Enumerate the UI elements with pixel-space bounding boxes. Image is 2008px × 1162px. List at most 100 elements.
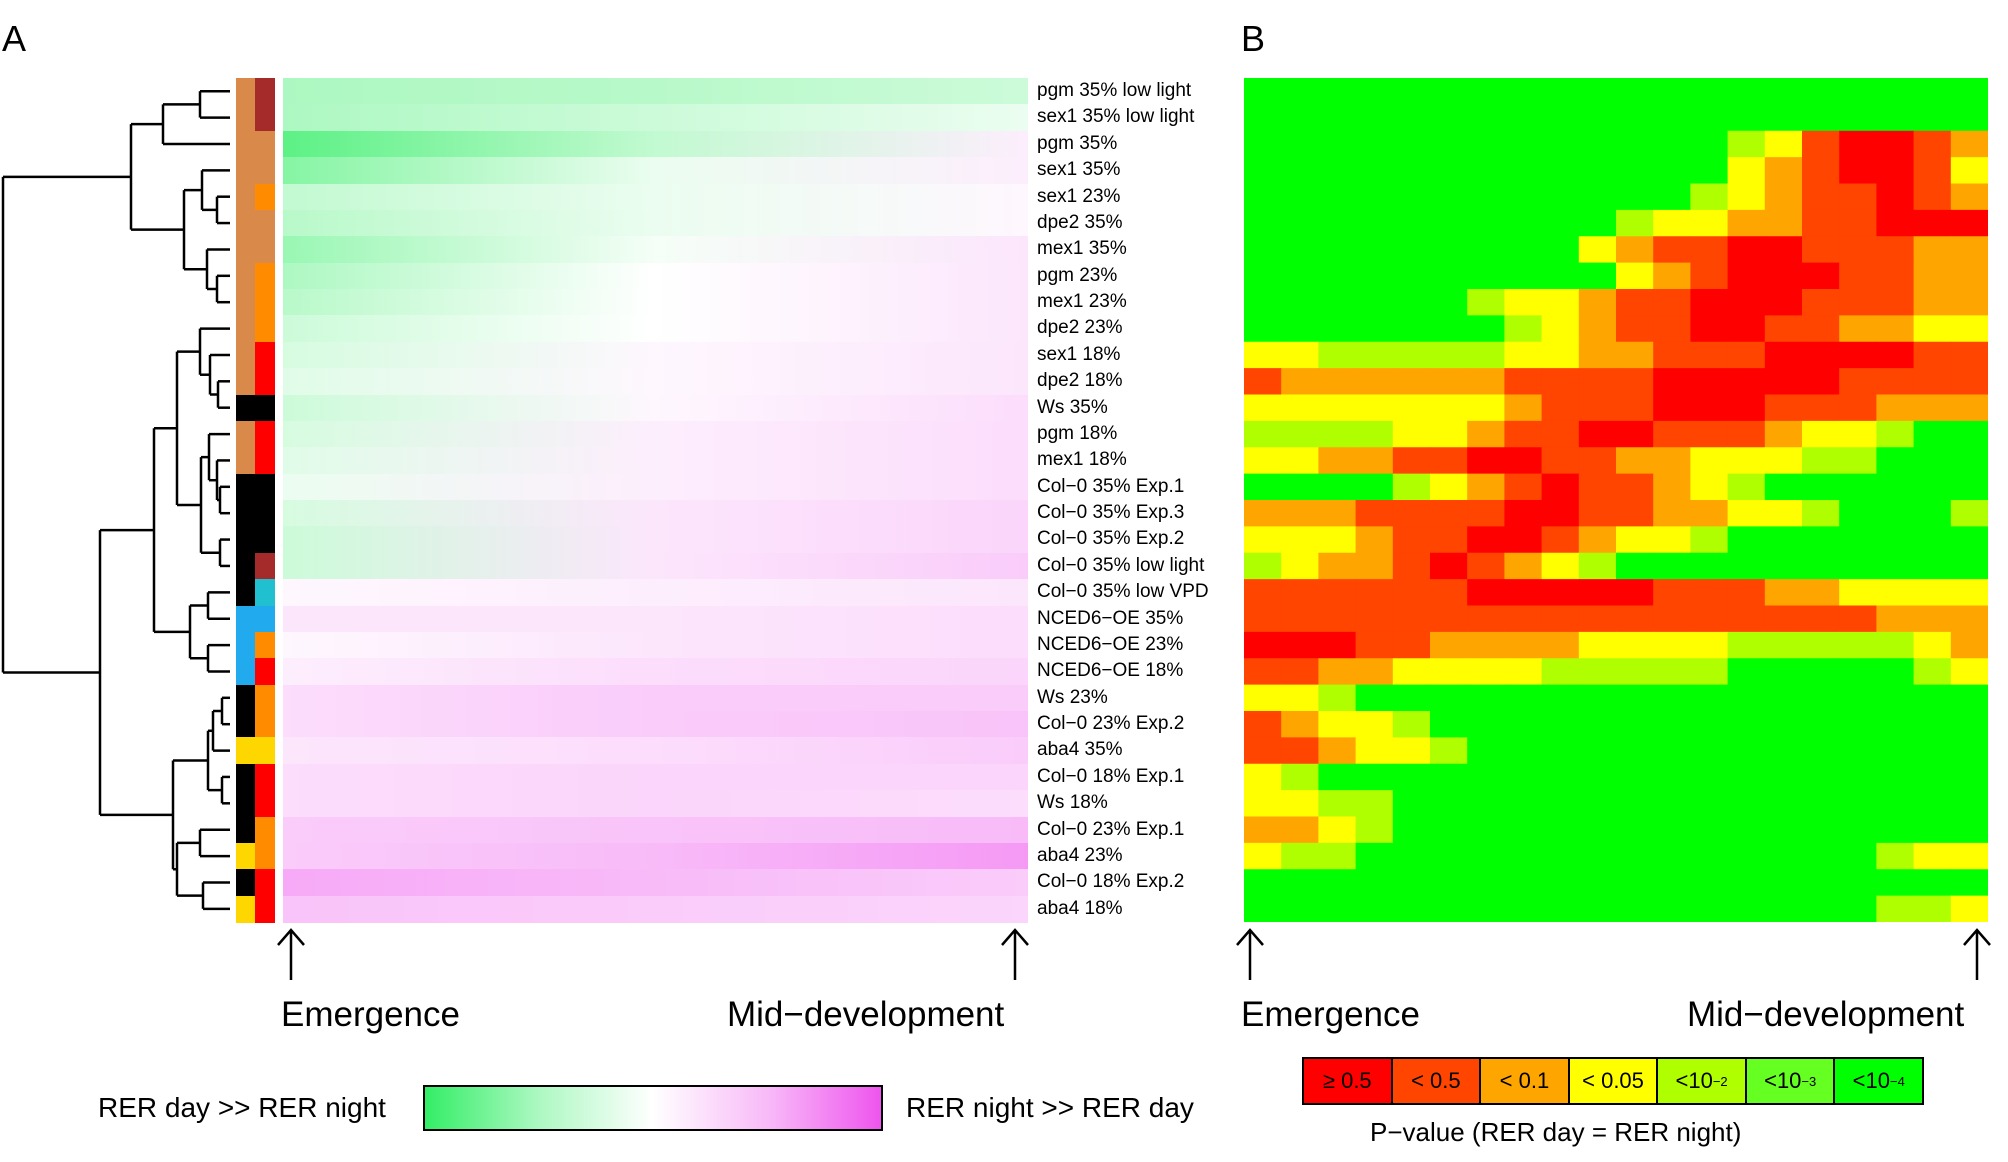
heatmap-b-cell: [1244, 895, 1282, 922]
heatmap-b-cell: [1727, 130, 1766, 158]
pvalue-legend-exponent: −4: [1890, 1073, 1905, 1089]
heatmap-b-cell: [1653, 183, 1691, 211]
heatmap-b-cell: [1616, 658, 1654, 686]
row-label: sex1 35% low light: [1037, 106, 1195, 128]
a-start-label: Emergence: [281, 995, 460, 1034]
heatmap-b-cell: [1244, 869, 1282, 897]
heatmap-b-cell: [1653, 130, 1691, 158]
heatmap-a-row: [283, 394, 1028, 422]
heatmap-b-cell: [1764, 315, 1803, 343]
heatmap-b-cell: [1802, 711, 1840, 738]
heatmap-b-cell: [1616, 895, 1654, 922]
heatmap-b-cell: [1355, 209, 1394, 237]
heatmap-b-cell: [1318, 684, 1357, 712]
heatmap-b-cell: [1541, 315, 1580, 343]
heatmap-b-cell: [1504, 737, 1543, 765]
heatmap-b-cell: [1318, 157, 1357, 185]
heatmap-b-cell: [1578, 842, 1617, 870]
heatmap-b-cell: [1690, 658, 1729, 686]
heatmap-b-cell: [1616, 790, 1654, 818]
b-start-label: Emergence: [1241, 995, 1420, 1034]
heatmap-b-cell: [1764, 473, 1803, 501]
heatmap-b-cell: [1355, 236, 1394, 264]
heatmap-b-cell: [1913, 842, 1952, 870]
heatmap-b-cell: [1764, 842, 1803, 870]
heatmap-b-cell: [1653, 262, 1691, 290]
condition-cell: [255, 737, 275, 765]
heatmap-b-cell: [1913, 394, 1952, 422]
heatmap-b-cell: [1281, 711, 1319, 738]
heatmap-b-cell: [1616, 500, 1654, 527]
heatmap-b-cell: [1616, 473, 1654, 501]
heatmap-b-cell: [1913, 658, 1952, 686]
heatmap-b-cell: [1616, 183, 1654, 211]
row-label: Ws 23%: [1037, 686, 1108, 708]
heatmap-b-cell: [1244, 130, 1282, 158]
heatmap-b-cell: [1244, 262, 1282, 290]
heatmap-b-cell: [1578, 262, 1617, 290]
heatmap-b-cell: [1839, 473, 1877, 501]
heatmap-b-cell: [1430, 552, 1468, 580]
heatmap-b-cell: [1690, 737, 1729, 765]
heatmap-b-cell: [1616, 78, 1654, 105]
heatmap-b-cell: [1764, 631, 1803, 659]
heatmap-b-cell: [1764, 394, 1803, 422]
heatmap-b-cell: [1355, 552, 1394, 580]
heatmap-b-cell: [1244, 394, 1282, 422]
condition-cell: [255, 473, 275, 501]
heatmap-b-cell: [1244, 236, 1282, 264]
heatmap-b-cell: [1244, 78, 1282, 105]
heatmap-b-cell: [1727, 394, 1766, 422]
condition-cell: [255, 500, 275, 527]
heatmap-b-cell: [1876, 236, 1915, 264]
heatmap-b-cell: [1355, 473, 1394, 501]
heatmap-b-cell: [1690, 104, 1729, 132]
pvalue-legend-exponent: −2: [1712, 1073, 1728, 1089]
heatmap-b-cell: [1913, 262, 1952, 290]
heatmap-b-cell: [1467, 790, 1505, 818]
heatmap-b-cell: [1578, 78, 1617, 105]
genotype-cell: [236, 711, 255, 738]
condition-cell: [255, 579, 275, 606]
heatmap-b-cell: [1764, 262, 1803, 290]
heatmap-b-cell: [1727, 737, 1766, 765]
heatmap-b-cell: [1281, 209, 1319, 237]
heatmap-b-cell: [1504, 341, 1543, 369]
row-label: pgm 18%: [1037, 422, 1118, 444]
row-label: Col−0 23% Exp.1: [1037, 818, 1185, 840]
condition-cell: [255, 78, 275, 105]
heatmap-b-cell: [1802, 790, 1840, 818]
heatmap-b-cell: [1578, 157, 1617, 185]
heatmap-b-cell: [1950, 526, 1988, 554]
heatmap-b-cell: [1318, 341, 1357, 369]
heatmap-b-cell: [1727, 631, 1766, 659]
heatmap-b-cell: [1839, 130, 1877, 158]
heatmap-b-cell: [1281, 631, 1319, 659]
heatmap-b-cell: [1244, 816, 1282, 844]
heatmap-b-cell: [1616, 763, 1654, 791]
genotype-cell: [236, 605, 255, 633]
heatmap-b-cell: [1392, 684, 1431, 712]
heatmap-b-cell: [1430, 236, 1468, 264]
condition-cell: [255, 447, 275, 475]
heatmap-b-cell: [1839, 500, 1877, 527]
row-label: Col−0 23% Exp.2: [1037, 713, 1185, 734]
heatmap-b-cell: [1355, 183, 1394, 211]
legend-a-left-label: RER day >> RER night: [98, 1092, 386, 1123]
heatmap-b-cell: [1392, 130, 1431, 158]
arrow-up-icon: [1963, 928, 1991, 980]
genotype-cell: [236, 790, 255, 817]
condition-cell: [255, 157, 275, 184]
heatmap-b-cell: [1392, 78, 1431, 105]
heatmap-b-cell: [1281, 473, 1319, 501]
heatmap-b-cell: [1690, 130, 1729, 158]
heatmap-b-cell: [1281, 737, 1319, 765]
heatmap-b-cell: [1764, 78, 1803, 105]
heatmap-b-cell: [1467, 737, 1505, 765]
heatmap-b-cell: [1616, 842, 1654, 870]
heatmap-b-cell: [1541, 394, 1580, 422]
heatmap-b-cell: [1876, 631, 1915, 659]
heatmap-b-cell: [1504, 763, 1543, 791]
heatmap-b-cell: [1616, 368, 1654, 396]
heatmap-b-cell: [1690, 711, 1729, 738]
